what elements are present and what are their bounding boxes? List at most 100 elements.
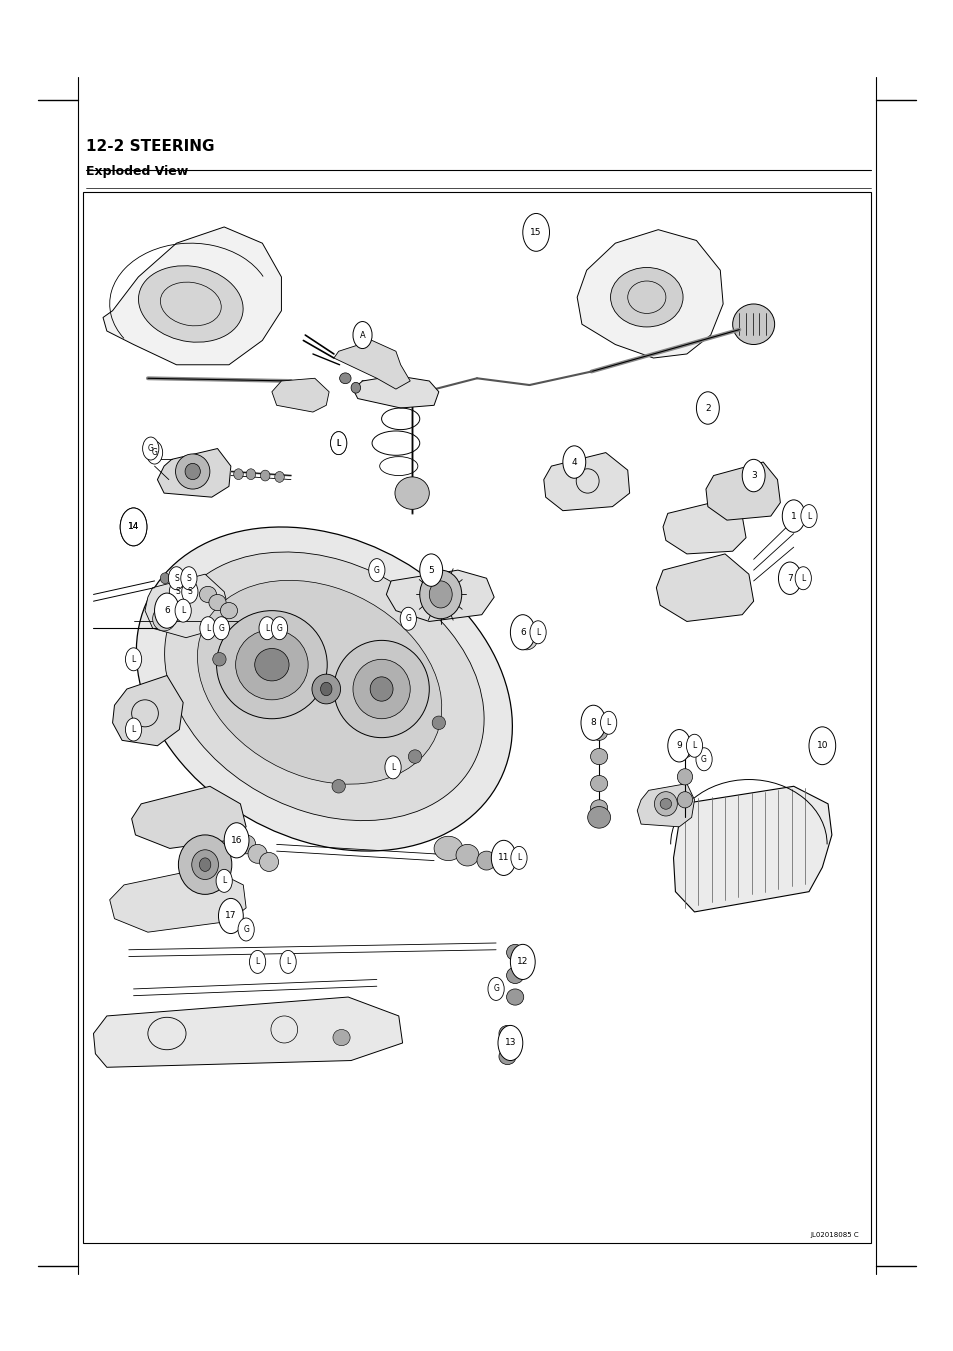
Ellipse shape (175, 454, 210, 489)
Circle shape (667, 730, 690, 762)
Circle shape (120, 508, 147, 546)
Text: L: L (536, 628, 539, 636)
Ellipse shape (254, 648, 289, 681)
Circle shape (154, 593, 179, 628)
Ellipse shape (332, 780, 345, 793)
Ellipse shape (353, 659, 410, 719)
Text: L: L (806, 512, 810, 520)
Ellipse shape (590, 800, 607, 816)
Text: 14: 14 (128, 523, 139, 531)
Ellipse shape (246, 469, 255, 480)
Ellipse shape (677, 742, 692, 758)
Text: 13: 13 (504, 1039, 516, 1047)
Circle shape (271, 616, 287, 640)
Circle shape (174, 598, 191, 621)
Circle shape (280, 951, 295, 974)
Ellipse shape (654, 792, 677, 816)
Ellipse shape (199, 586, 216, 603)
Text: Exploded View: Exploded View (86, 165, 188, 178)
Polygon shape (386, 570, 494, 621)
Ellipse shape (233, 469, 243, 480)
Polygon shape (705, 462, 780, 520)
Ellipse shape (334, 640, 429, 738)
Text: G: G (243, 925, 249, 934)
Circle shape (259, 616, 274, 640)
Circle shape (400, 607, 416, 630)
Text: 5: 5 (428, 566, 434, 574)
Polygon shape (656, 554, 753, 621)
Circle shape (511, 846, 527, 870)
Text: L: L (265, 624, 269, 632)
Ellipse shape (197, 581, 441, 784)
Polygon shape (543, 453, 629, 511)
Text: 11: 11 (497, 854, 509, 862)
Polygon shape (272, 378, 329, 412)
Text: 6: 6 (164, 607, 170, 615)
Circle shape (218, 898, 243, 934)
Circle shape (200, 616, 215, 640)
Circle shape (237, 919, 253, 940)
Polygon shape (132, 786, 246, 848)
Ellipse shape (732, 304, 774, 345)
Circle shape (181, 567, 197, 590)
Text: 4: 4 (571, 458, 577, 466)
Circle shape (510, 615, 535, 650)
Polygon shape (673, 786, 831, 912)
Text: JL02018085 C: JL02018085 C (809, 1232, 858, 1238)
Text: L: L (181, 607, 185, 615)
Text: G: G (374, 566, 379, 574)
Circle shape (562, 446, 585, 478)
Ellipse shape (235, 630, 308, 700)
Ellipse shape (192, 850, 218, 880)
Polygon shape (93, 997, 402, 1067)
Ellipse shape (456, 844, 478, 866)
Ellipse shape (590, 724, 607, 740)
Text: 17: 17 (225, 912, 236, 920)
Polygon shape (353, 376, 438, 408)
Circle shape (741, 459, 764, 492)
Text: G: G (276, 624, 282, 632)
Circle shape (384, 757, 400, 778)
Circle shape (181, 581, 198, 603)
Text: L: L (336, 439, 340, 447)
Polygon shape (577, 230, 722, 358)
Ellipse shape (677, 792, 692, 808)
Text: L: L (132, 655, 135, 663)
Text: 6: 6 (519, 628, 525, 636)
Ellipse shape (213, 653, 226, 666)
Text: L: L (132, 725, 135, 734)
Text: L: L (286, 958, 290, 966)
Circle shape (781, 500, 804, 532)
Circle shape (600, 711, 616, 735)
Text: 9: 9 (676, 742, 681, 750)
Ellipse shape (677, 769, 692, 785)
Ellipse shape (259, 852, 278, 871)
Text: L: L (255, 958, 259, 966)
Polygon shape (662, 500, 745, 554)
Ellipse shape (216, 611, 327, 719)
Text: S: S (174, 574, 178, 582)
Text: 2: 2 (704, 404, 710, 412)
Text: 3: 3 (750, 471, 756, 480)
Circle shape (215, 870, 233, 893)
Text: L: L (606, 719, 610, 727)
Circle shape (126, 648, 142, 671)
Ellipse shape (165, 553, 483, 820)
Polygon shape (637, 784, 694, 827)
Circle shape (800, 504, 816, 528)
Ellipse shape (590, 775, 607, 792)
Text: L: L (801, 574, 804, 582)
Text: L: L (206, 624, 210, 632)
Text: L: L (222, 877, 226, 885)
Text: G: G (700, 755, 706, 763)
Ellipse shape (370, 677, 393, 701)
Ellipse shape (312, 674, 340, 704)
Polygon shape (145, 574, 229, 638)
Ellipse shape (429, 581, 452, 608)
Circle shape (491, 840, 516, 875)
Circle shape (168, 567, 185, 590)
Circle shape (170, 581, 185, 603)
Text: 7: 7 (786, 574, 792, 582)
Text: L: L (391, 763, 395, 771)
Circle shape (529, 620, 545, 644)
